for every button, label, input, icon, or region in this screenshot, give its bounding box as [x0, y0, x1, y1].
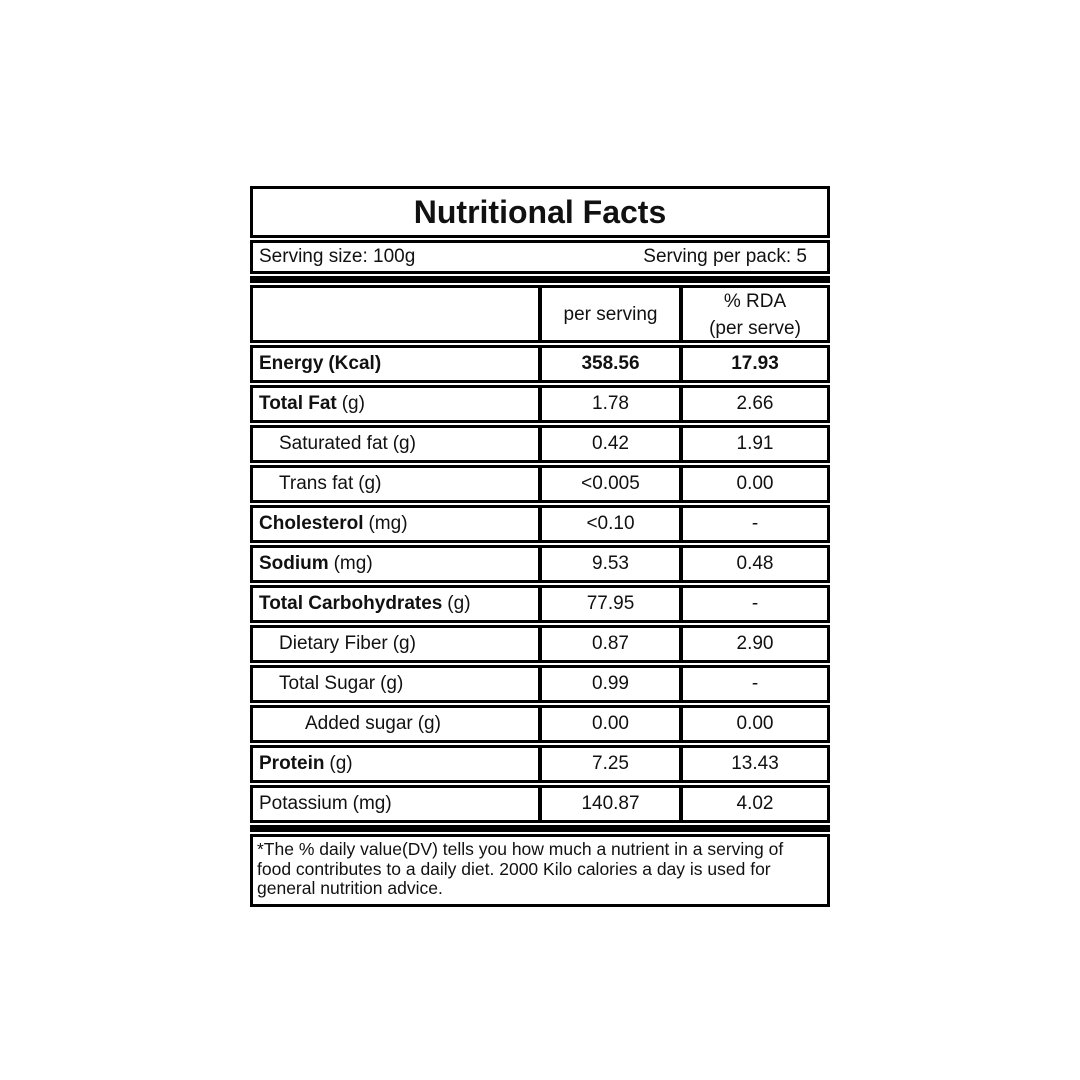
title-box: Nutritional Facts — [250, 186, 830, 238]
nutrient-name: Saturated fat — [279, 433, 388, 454]
value-rda: 0.00 — [736, 713, 774, 734]
page-title: Nutritional Facts — [413, 193, 667, 230]
nutrient-unit: (g) — [392, 433, 416, 454]
header-rda-line2: (per serve) — [709, 318, 801, 339]
nutrient-name: Protein — [259, 753, 325, 774]
nutrient-unit: (mg) — [352, 793, 392, 814]
table-row-cholesterol: Cholesterol (mg) <0.10 - — [250, 505, 830, 543]
nutrient-name-cell: Potassium (mg) — [253, 788, 538, 820]
table-row-total-carbohydrates: Total Carbohydrates (g) 77.95 - — [250, 585, 830, 623]
nutrient-name-cell: Total Fat (g) — [253, 388, 538, 420]
value-per-serving: 140.87 — [581, 793, 640, 814]
thick-separator-top — [250, 276, 830, 283]
nutrient-unit: (g) — [358, 473, 382, 494]
nutrient-unit: (mg) — [368, 513, 408, 534]
thick-separator-bottom — [250, 825, 830, 832]
nutrient-name: Added sugar — [305, 713, 413, 734]
nutrient-name: Energy — [259, 353, 324, 374]
value-per-serving: 0.42 — [592, 433, 629, 454]
value-per-serving: 358.56 — [581, 353, 640, 374]
nutrient-unit: (mg) — [333, 553, 373, 574]
value-rda: 0.00 — [736, 473, 774, 494]
table-row-saturated-fat: Saturated fat (g) 0.42 1.91 — [250, 425, 830, 463]
value-rda: - — [751, 513, 759, 534]
value-per-serving: 7.25 — [592, 753, 629, 774]
nutrient-name: Trans fat — [279, 473, 354, 494]
nutrient-name-cell: Saturated fat (g) — [253, 428, 538, 460]
nutrient-name: Potassium — [259, 793, 348, 814]
nutrient-name: Cholesterol — [259, 513, 364, 534]
value-rda: 2.90 — [736, 633, 774, 654]
value-rda: 0.48 — [736, 553, 774, 574]
nutrient-unit: (Kcal) — [328, 353, 382, 374]
table-row-trans-fat: Trans fat (g) <0.005 0.00 — [250, 465, 830, 503]
value-rda: 2.66 — [736, 393, 774, 414]
nutrient-unit: (g) — [392, 633, 416, 654]
value-rda: 1.91 — [736, 433, 774, 454]
nutrient-name-cell: Protein (g) — [253, 748, 538, 780]
nutrient-unit: (g) — [329, 753, 353, 774]
value-per-serving: 0.00 — [592, 713, 629, 734]
footnote-box: *The % daily value(DV) tells you how muc… — [250, 834, 830, 907]
nutrient-name-cell: Added sugar (g) — [253, 708, 538, 740]
nutrient-name-cell: Dietary Fiber (g) — [253, 628, 538, 660]
value-rda: 4.02 — [736, 793, 774, 814]
nutrient-name: Sodium — [259, 553, 329, 574]
value-per-serving: 9.53 — [592, 553, 629, 574]
header-rda-cell: % RDA (per serve) — [683, 288, 827, 342]
table-row-energy: Energy (Kcal) 358.56 17.93 — [250, 345, 830, 383]
header-per-serving-cell: per serving — [538, 288, 683, 342]
nutrient-name: Total Fat — [259, 393, 337, 414]
nutrient-unit: (g) — [447, 593, 471, 614]
serving-per-pack-label: Serving per pack: 5 — [643, 246, 807, 267]
table-row-added-sugar: Added sugar (g) 0.00 0.00 — [250, 705, 830, 743]
table-row-total-sugar: Total Sugar (g) 0.99 - — [250, 665, 830, 703]
table-row-protein: Protein (g) 7.25 13.43 — [250, 745, 830, 783]
serving-size-label: Serving size: 100g — [259, 246, 416, 267]
value-per-serving: 0.87 — [592, 633, 629, 654]
nutrient-unit: (g) — [341, 393, 365, 414]
value-rda: 13.43 — [731, 753, 779, 774]
nutrient-name: Dietary Fiber — [279, 633, 388, 654]
nutrient-name-cell: Total Carbohydrates (g) — [253, 588, 538, 620]
nutrient-name-cell: Cholesterol (mg) — [253, 508, 538, 540]
nutrient-name-cell: Total Sugar (g) — [253, 668, 538, 700]
value-per-serving: 1.78 — [592, 393, 629, 414]
header-nutrient-cell — [253, 288, 538, 342]
header-per-serving-label: per serving — [563, 304, 658, 325]
value-per-serving: 77.95 — [586, 593, 635, 614]
value-rda: - — [751, 593, 759, 614]
nutrient-name-cell: Energy (Kcal) — [253, 348, 538, 380]
nutrition-facts-label: Nutritional Facts Serving size: 100g Ser… — [250, 186, 830, 907]
nutrient-name-cell: Sodium (mg) — [253, 548, 538, 580]
value-per-serving: <0.005 — [581, 473, 640, 494]
table-row-potassium: Potassium (mg) 140.87 4.02 — [250, 785, 830, 823]
footnote-text: *The % daily value(DV) tells you how muc… — [257, 839, 784, 898]
header-row: per serving % RDA (per serve) — [250, 285, 830, 343]
nutrient-unit: (g) — [380, 673, 404, 694]
value-per-serving: <0.10 — [586, 513, 635, 534]
table-row-sodium: Sodium (mg) 9.53 0.48 — [250, 545, 830, 583]
value-rda: 17.93 — [731, 353, 779, 374]
value-rda: - — [751, 673, 759, 694]
table-row-total-fat: Total Fat (g) 1.78 2.66 — [250, 385, 830, 423]
nutrient-name: Total Carbohydrates — [259, 593, 443, 614]
value-per-serving: 0.99 — [592, 673, 629, 694]
nutrient-name: Total Sugar — [279, 673, 376, 694]
nutrient-name-cell: Trans fat (g) — [253, 468, 538, 500]
header-rda-line1: % RDA — [723, 291, 787, 312]
nutrient-unit: (g) — [417, 713, 441, 734]
table-row-dietary-fiber: Dietary Fiber (g) 0.87 2.90 — [250, 625, 830, 663]
serving-row: Serving size: 100g Serving per pack: 5 — [250, 240, 830, 274]
